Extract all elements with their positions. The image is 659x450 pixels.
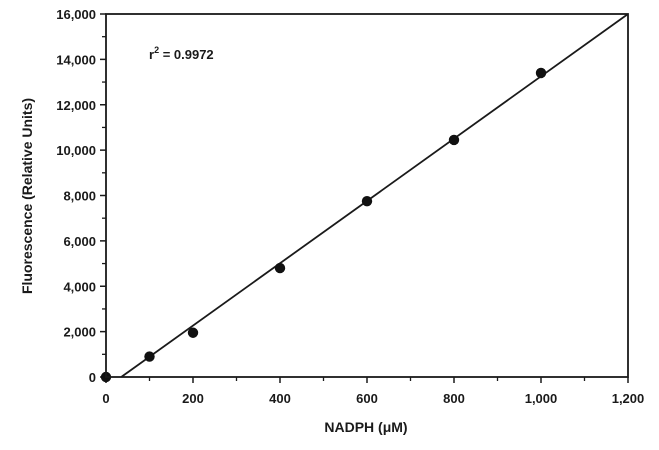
x-axis-title: NADPH (μM) (324, 419, 407, 435)
fit-line-group (120, 13, 629, 378)
y-tick-label: 4,000 (63, 279, 96, 294)
plot-frame (105, 13, 629, 378)
data-point (274, 262, 286, 274)
r-symbol: r (149, 47, 154, 62)
y-tick-label: 12,000 (56, 98, 96, 113)
x-tick-label: 0 (102, 391, 109, 406)
data-point (187, 327, 199, 338)
y-tick-label: 16,000 (56, 7, 96, 22)
r-squared-annotation: r2 = 0.9972 (149, 45, 214, 62)
x-tick-label: 400 (269, 391, 291, 406)
x-tick-label: 800 (443, 391, 465, 406)
r-squared-value: = 0.9972 (159, 47, 214, 62)
data-point (144, 351, 155, 362)
y-tick-label: 14,000 (56, 52, 96, 67)
y-tick-label: 0 (89, 370, 96, 385)
data-point (361, 195, 373, 207)
regression-line (120, 13, 629, 378)
y-tick-label: 2,000 (63, 325, 96, 340)
y-tick-label: 10,000 (56, 143, 96, 158)
y-tick-label: 8,000 (63, 189, 96, 204)
data-point (448, 134, 460, 146)
r-exponent: 2 (154, 45, 159, 55)
x-tick-label: 200 (182, 391, 204, 406)
y-axis: 0 2,000 4,000 6,000 8,000 10,000 12,000 14,000 1… (56, 7, 106, 385)
data-points (100, 67, 547, 383)
x-axis: 0 200 400 600 800 1,000 1,200 (102, 377, 644, 406)
x-tick-label: 1,000 (525, 391, 558, 406)
x-tick-label: 1,200 (612, 391, 645, 406)
y-tick-label: 6,000 (63, 234, 96, 249)
x-tick-label: 600 (356, 391, 378, 406)
data-point (535, 67, 547, 79)
y-axis-title: Fluorescence (Relative Units) (19, 98, 35, 294)
